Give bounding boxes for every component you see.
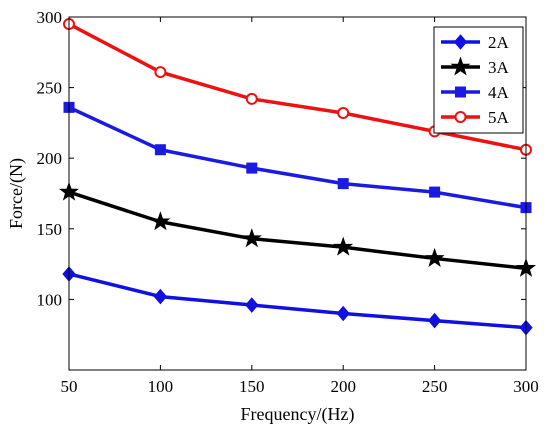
y-tick-label: 250 (37, 79, 63, 98)
legend-label: 3A (488, 58, 510, 77)
legend-label: 4A (488, 83, 510, 102)
data-point (245, 92, 258, 105)
data-point (429, 186, 441, 198)
data-point (154, 144, 166, 156)
data-point (337, 178, 349, 190)
legend-marker (450, 56, 471, 76)
data-point (153, 288, 168, 305)
series-line (68, 190, 527, 271)
series-layer (58, 18, 537, 336)
x-tick-label: 200 (330, 377, 356, 396)
axis-ticks: 50 100 150 200 250 300 100 150 200 250 300 (37, 8, 539, 396)
legend: 2A 3A 4A 5A (433, 26, 524, 134)
data-point (424, 247, 445, 267)
legend-label: 2A (488, 33, 510, 52)
y-tick-label: 200 (37, 149, 63, 168)
data-point (427, 312, 442, 329)
x-tick-label: 300 (513, 377, 539, 396)
data-point (246, 162, 258, 174)
y-tick-label: 150 (37, 220, 63, 239)
y-axis-label: Force/(N) (6, 158, 27, 229)
legend-item: 5A (441, 108, 510, 127)
data-point (150, 211, 171, 231)
series-line (68, 22, 527, 152)
legend-marker (453, 34, 468, 50)
data-point (337, 107, 350, 120)
data-point (333, 236, 354, 256)
x-tick-label: 50 (61, 377, 78, 396)
data-point (241, 228, 262, 248)
series-line (68, 272, 527, 330)
plot-area-frame (68, 16, 527, 371)
legend-item: 2A (441, 33, 510, 52)
x-tick-label: 100 (148, 377, 174, 396)
legend-item: 3A (441, 56, 510, 77)
data-point (245, 297, 259, 313)
x-tick-label: 150 (239, 377, 265, 396)
data-point (154, 66, 167, 79)
series-2A (62, 266, 533, 336)
series-line (68, 105, 527, 210)
y-tick-label: 100 (37, 290, 63, 309)
x-tick-label: 250 (422, 377, 448, 396)
legend-item: 4A (441, 83, 510, 102)
legend-label: 5A (488, 108, 510, 127)
y-tick-label: 300 (37, 8, 63, 27)
x-axis-label: Frequency/(Hz) (241, 404, 355, 425)
legend-marker (455, 86, 466, 98)
data-point (336, 305, 350, 322)
legend-marker (454, 111, 467, 123)
